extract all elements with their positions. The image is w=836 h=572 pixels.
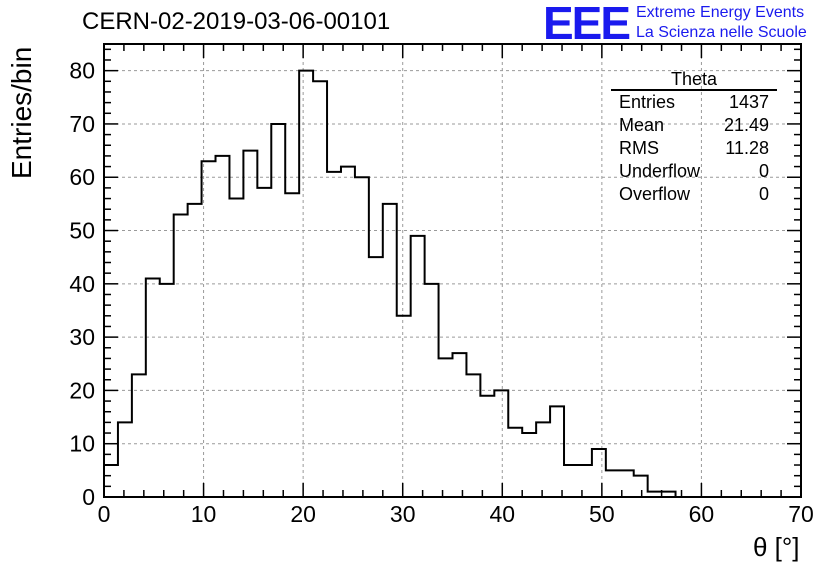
histogram-bin <box>327 172 341 497</box>
x-tick-label: 0 <box>98 501 111 527</box>
histogram-bin <box>522 433 536 497</box>
logo-caption-line2: La Scienza nelle Scuole <box>636 24 807 41</box>
histogram-bin <box>229 199 243 497</box>
histogram-bin <box>397 316 411 497</box>
y-tick-label: 10 <box>69 431 95 457</box>
histogram-bin <box>606 470 620 497</box>
histogram-bin <box>369 257 383 497</box>
y-tick-label: 20 <box>69 377 95 403</box>
chart-title: CERN-02-2019-03-06-00101 <box>82 8 391 35</box>
histogram-bin <box>257 188 271 497</box>
x-tick-label: 20 <box>290 501 316 527</box>
axis-ticks <box>103 44 802 498</box>
x-tick-label: 10 <box>191 501 217 527</box>
histogram-bin <box>550 406 564 497</box>
x-tick-label: 30 <box>390 501 416 527</box>
histogram-bin <box>271 124 285 497</box>
logo-caption-line1: Extreme Energy Events <box>636 4 805 21</box>
y-tick-label: 30 <box>69 324 95 350</box>
stats-row: RMS 11.28 <box>611 137 777 160</box>
histogram-bin <box>243 151 257 497</box>
histogram-bin <box>439 358 453 497</box>
histogram-bin <box>592 449 606 497</box>
histogram-bin <box>341 167 355 497</box>
x-tick-labels: 0 10 20 30 40 50 60 70 <box>98 501 814 527</box>
histogram-bin <box>118 422 132 497</box>
histogram-bin <box>480 396 494 497</box>
y-tick-label: 60 <box>69 164 95 190</box>
histogram-bin <box>411 236 425 497</box>
histogram-bin <box>453 353 467 497</box>
y-axis-label: Entries/bin <box>6 46 37 179</box>
y-tick-label: 0 <box>82 484 95 510</box>
histogram-bin <box>132 374 146 497</box>
stats-box-title: Theta <box>611 69 777 91</box>
histogram-bin <box>104 465 118 497</box>
histogram-bin <box>313 81 327 497</box>
histogram-bin <box>216 156 230 497</box>
x-tick-label: 50 <box>589 501 615 527</box>
y-tick-label: 80 <box>69 58 95 84</box>
y-tick-label: 70 <box>69 111 95 137</box>
stats-label: Overflow <box>619 184 691 204</box>
histogram-bin <box>508 428 522 497</box>
histogram-bin <box>466 374 480 497</box>
stats-value: 1437 <box>728 92 769 112</box>
histogram-bin <box>578 465 592 497</box>
histogram-bin <box>564 465 578 497</box>
histogram-outline <box>103 69 801 498</box>
histogram-bin <box>146 278 160 497</box>
histogram-bin <box>299 71 313 497</box>
stats-value: 0 <box>758 161 769 181</box>
y-tick-labels: 0 10 20 30 40 50 60 70 80 <box>69 58 95 510</box>
histogram-bin <box>536 422 550 497</box>
stats-label: Underflow <box>619 161 701 181</box>
stats-value: 21.49 <box>723 115 769 135</box>
stats-label: Entries <box>619 92 676 112</box>
plot-frame <box>103 43 802 498</box>
stats-row: Entries 1437 <box>611 91 777 114</box>
histogram-bin <box>383 204 397 497</box>
stats-value: 0 <box>758 184 769 204</box>
histogram-bin <box>188 204 202 497</box>
x-tick-label: 70 <box>788 501 814 527</box>
stats-row: Mean 21.49 <box>611 114 777 137</box>
logo-caption: Extreme Energy Events La Scienza nelle S… <box>636 3 807 43</box>
eee-logo: EEE <box>543 0 631 49</box>
x-tick-label: 60 <box>689 501 715 527</box>
stats-box: Theta Entries 1437 Mean 21.49 RMS 11.28 … <box>611 69 777 206</box>
stats-row: Overflow 0 <box>611 183 777 206</box>
stats-label: Mean <box>619 115 665 135</box>
x-axis-label: θ [°] <box>753 532 800 562</box>
stats-label: RMS <box>619 138 659 158</box>
histogram-bin <box>285 193 299 497</box>
histogram-bin <box>174 215 188 497</box>
grid-lines <box>104 44 801 497</box>
stats-value: 11.28 <box>725 138 769 158</box>
y-tick-label: 50 <box>69 218 95 244</box>
x-tick-label: 40 <box>489 501 515 527</box>
histogram-bin <box>634 476 648 497</box>
stats-row: Underflow 0 <box>611 160 777 183</box>
y-tick-label: 40 <box>69 271 95 297</box>
